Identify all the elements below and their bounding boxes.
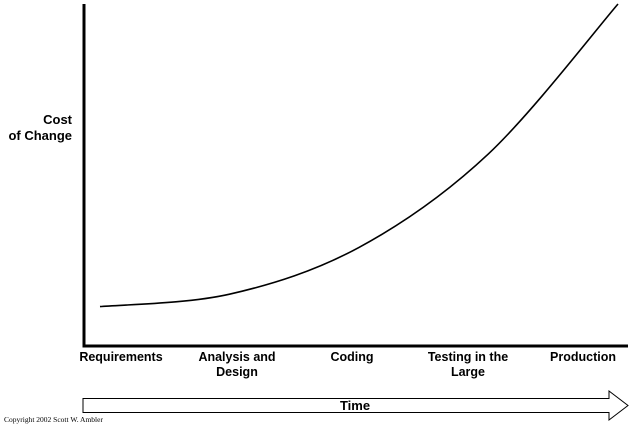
x-tick-label-testing: Testing in the Large bbox=[427, 350, 509, 379]
x-tick-label-production: Production bbox=[550, 350, 616, 364]
y-axis-label: Cost of Change bbox=[0, 112, 72, 144]
x-tick-label-requirements: Requirements bbox=[79, 350, 163, 364]
x-axis-label-time: Time bbox=[339, 398, 371, 413]
y-axis-label-line: Cost bbox=[43, 112, 72, 127]
x-tick-label-analysis-design: Analysis and Design bbox=[198, 350, 276, 379]
copyright-text: Copyright 2002 Scott W. Ambler bbox=[4, 415, 103, 424]
x-tick-label-coding: Coding bbox=[330, 350, 374, 364]
cost-curve-series bbox=[99, 3, 619, 308]
time-arrow bbox=[82, 389, 629, 422]
y-axis-label-line: of Change bbox=[8, 128, 72, 143]
